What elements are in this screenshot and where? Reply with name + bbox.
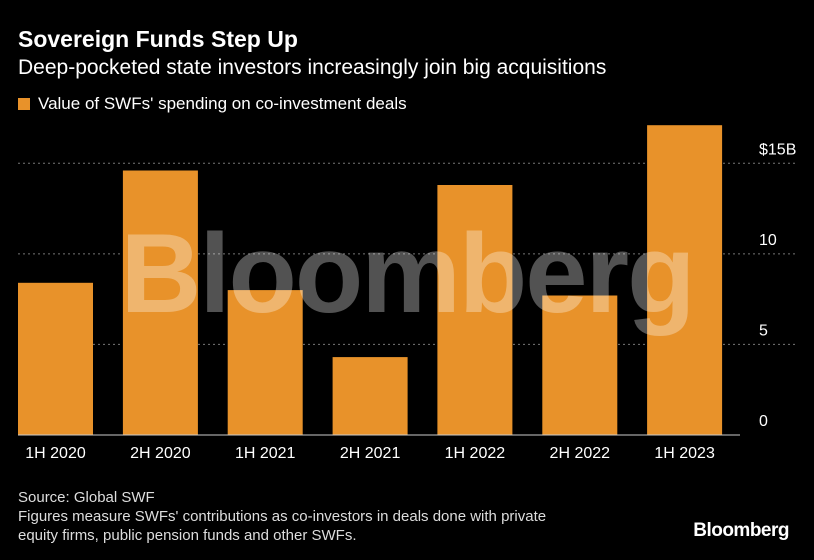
y-tick-label: 10 <box>759 232 777 249</box>
bar <box>542 295 618 435</box>
footnote-line-1: Figures measure SWFs' contributions as c… <box>18 508 547 525</box>
bar <box>647 125 723 435</box>
legend: Value of SWFs' spending on co-investment… <box>18 94 407 114</box>
x-tick-label: 2H 2021 <box>340 445 401 462</box>
x-tick-label: 1H 2020 <box>25 445 86 462</box>
bar <box>332 357 408 435</box>
y-tick-label: 5 <box>759 322 768 339</box>
legend-label: Value of SWFs' spending on co-investment… <box>38 94 407 113</box>
x-tick-label: 1H 2021 <box>235 445 296 462</box>
x-tick-label: 2H 2020 <box>130 445 191 462</box>
legend-swatch <box>18 98 30 110</box>
bar <box>122 170 198 435</box>
bar <box>437 185 513 435</box>
y-axis: 0 5 10 $15B <box>759 141 796 430</box>
x-axis: 1H 2020 2H 2020 1H 2021 2H 2021 1H 2022 2H 20… <box>25 445 715 462</box>
chart-subtitle: Deep-pocketed state investors increasing… <box>18 56 607 79</box>
x-tick-label: 2H 2022 <box>550 445 611 462</box>
watermark: Bloomberg <box>120 211 693 336</box>
y-tick-label: $15B <box>759 141 796 158</box>
x-tick-label: 1H 2023 <box>654 445 715 462</box>
bloomberg-logo: Bloomberg <box>693 520 789 541</box>
bar-chart: Bloomberg 0 5 10 $15B 1H 2020 2H 2020 1H 2021… <box>18 125 796 462</box>
y-tick-label: 0 <box>759 413 768 430</box>
footer: Source: Global SWF Figures measure SWFs'… <box>18 488 546 545</box>
source-note: Source: Global SWF <box>18 489 155 506</box>
x-tick-label: 1H 2022 <box>445 445 506 462</box>
chart-title: Sovereign Funds Step Up <box>18 26 298 52</box>
footnote-line-2: equity firms, public pension funds and o… <box>18 527 357 544</box>
bar <box>227 290 303 435</box>
bars <box>18 125 723 435</box>
bar <box>18 282 93 435</box>
